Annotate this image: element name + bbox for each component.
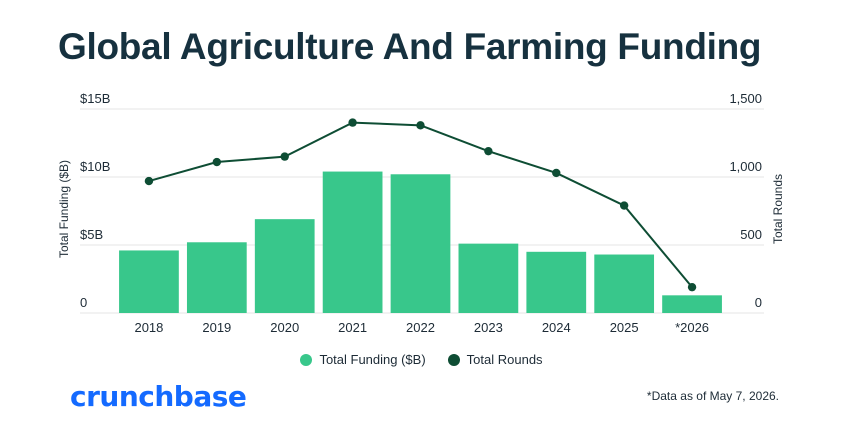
line-series	[144, 118, 697, 292]
x-tick-label: 2024	[542, 320, 571, 335]
rounds-point	[348, 118, 357, 127]
rounds-point	[280, 152, 289, 161]
rounds-point	[484, 146, 493, 156]
bar	[186, 242, 247, 313]
x-tick-label: *2026	[675, 320, 709, 335]
rounds-point	[687, 282, 697, 292]
x-tick-label: 2022	[406, 320, 435, 335]
legend-swatch-rounds	[447, 353, 460, 366]
chart-title: Global Agriculture And Farming Funding	[58, 26, 762, 67]
legend-swatch-funding	[300, 353, 313, 366]
legend-label-rounds: Total Rounds	[466, 352, 543, 367]
bar	[390, 174, 451, 313]
x-tick-label: 2021	[338, 320, 367, 335]
y-left-tick-label: $15B	[80, 91, 110, 106]
bar	[662, 295, 722, 313]
rounds-point	[144, 176, 154, 186]
bar-series	[119, 171, 722, 313]
rounds-point	[552, 168, 561, 178]
rounds-point	[212, 157, 222, 167]
y-left-tick-label: $10B	[80, 159, 110, 174]
y-left-tick-label: 0	[80, 295, 87, 310]
bar	[119, 250, 179, 313]
y-right-tick-label: 1,000	[729, 159, 762, 174]
bar	[526, 251, 587, 313]
legend-label-funding: Total Funding ($B)	[319, 352, 426, 367]
rounds-point	[619, 201, 629, 210]
legend-item-rounds: Total Rounds	[447, 352, 543, 367]
legend: Total Funding ($B) Total Rounds	[0, 352, 843, 367]
crunchbase-logo: crunchbase	[70, 380, 247, 413]
y-right-tick-label: 1,500	[729, 91, 762, 106]
rounds-point	[416, 121, 425, 130]
x-tick-label: 2025	[610, 320, 639, 335]
bar	[458, 243, 519, 313]
legend-item-funding: Total Funding ($B)	[300, 352, 426, 367]
footnote: *Data as of May 7, 2026.	[646, 389, 779, 403]
bar	[322, 171, 383, 313]
y-right-tick-label: 500	[740, 227, 762, 242]
axis-ticks: 0 0 $5B 500 $10B 1,000 $15B 1,500 2018 2019 2020 20…	[80, 91, 762, 335]
x-tick-label: 2020	[270, 320, 299, 335]
y-axis-right-label: Total Rounds	[771, 174, 785, 244]
y-right-tick-label: 0	[755, 295, 762, 310]
x-tick-label: 2019	[202, 320, 231, 335]
y-axis-left-label: Total Funding ($B)	[57, 160, 71, 258]
x-tick-label: 2018	[134, 320, 163, 335]
y-left-tick-label: $5B	[80, 227, 103, 242]
x-tick-label: 2023	[474, 320, 503, 335]
bar	[254, 219, 315, 313]
bar	[594, 254, 655, 313]
